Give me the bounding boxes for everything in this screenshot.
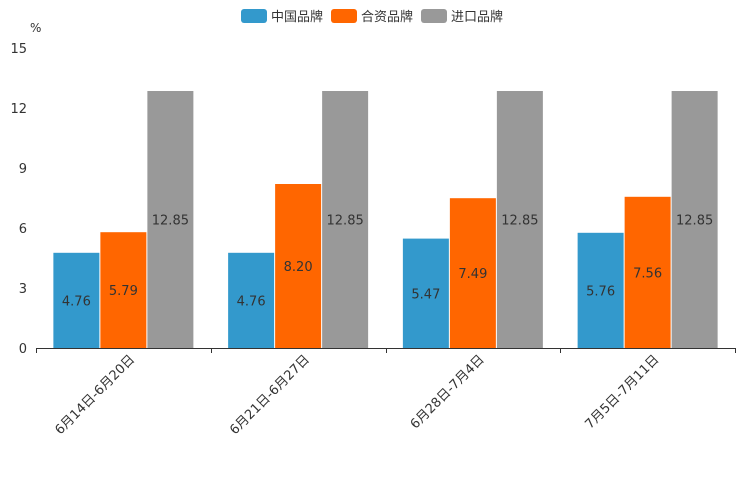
legend-label-jv-brand: 合资品牌 (360, 10, 413, 25)
x-category-label: 6月14日-6月20日 (52, 352, 138, 438)
bar (449, 198, 496, 348)
y-tick-label: 12 (10, 102, 27, 117)
legend-item-import-brand[interactable]: 进口品牌 (421, 6, 503, 25)
bar (496, 91, 543, 348)
bar (402, 238, 449, 348)
y-tick-label: 9 (19, 162, 27, 177)
chart-legend: 中国品牌 合资品牌 进口品牌 (0, 6, 744, 25)
bar-data-label: 12.85 (327, 214, 364, 229)
bar (53, 252, 100, 348)
bar-data-label: 12.85 (152, 214, 189, 229)
legend-item-china-brand[interactable]: 中国品牌 (240, 6, 323, 25)
bar-data-label: 7.49 (458, 267, 487, 282)
bar-data-label: 5.79 (109, 284, 138, 299)
x-category-label: 7月5日-7月11日 (583, 352, 663, 432)
bar-data-label: 4.76 (62, 294, 91, 309)
legend-item-jv-brand[interactable]: 合资品牌 (330, 6, 413, 25)
bar (322, 91, 369, 348)
y-tick-label: 0 (19, 342, 27, 357)
bar (100, 232, 147, 348)
bar-data-label: 5.76 (586, 284, 615, 299)
bar-data-label: 12.85 (501, 214, 538, 229)
bar (228, 252, 275, 348)
x-category-label: 6月28日-7月4日 (408, 352, 488, 432)
bar (577, 232, 624, 348)
bar (275, 184, 322, 348)
y-tick-label: 6 (19, 222, 27, 237)
bar-data-label: 8.20 (284, 260, 313, 275)
bar (624, 196, 671, 348)
bar (147, 91, 194, 348)
y-axis-unit-label: % (30, 21, 42, 35)
y-tick-label: 15 (10, 42, 27, 57)
x-category-label: 6月21日-6月27日 (227, 352, 313, 438)
legend-swatch-china-brand (240, 8, 267, 23)
bar-data-label: 12.85 (676, 214, 713, 229)
y-tick-label: 3 (19, 282, 27, 297)
bar-data-label: 4.76 (237, 294, 266, 309)
bar-data-label: 7.56 (633, 266, 662, 281)
bar (671, 91, 718, 348)
bar-data-label: 5.47 (411, 287, 440, 302)
legend-label-import-brand: 进口品牌 (451, 10, 504, 25)
legend-swatch-import-brand (421, 8, 447, 23)
legend-swatch-jv-brand (330, 8, 357, 23)
legend-label-china-brand: 中国品牌 (270, 10, 323, 25)
